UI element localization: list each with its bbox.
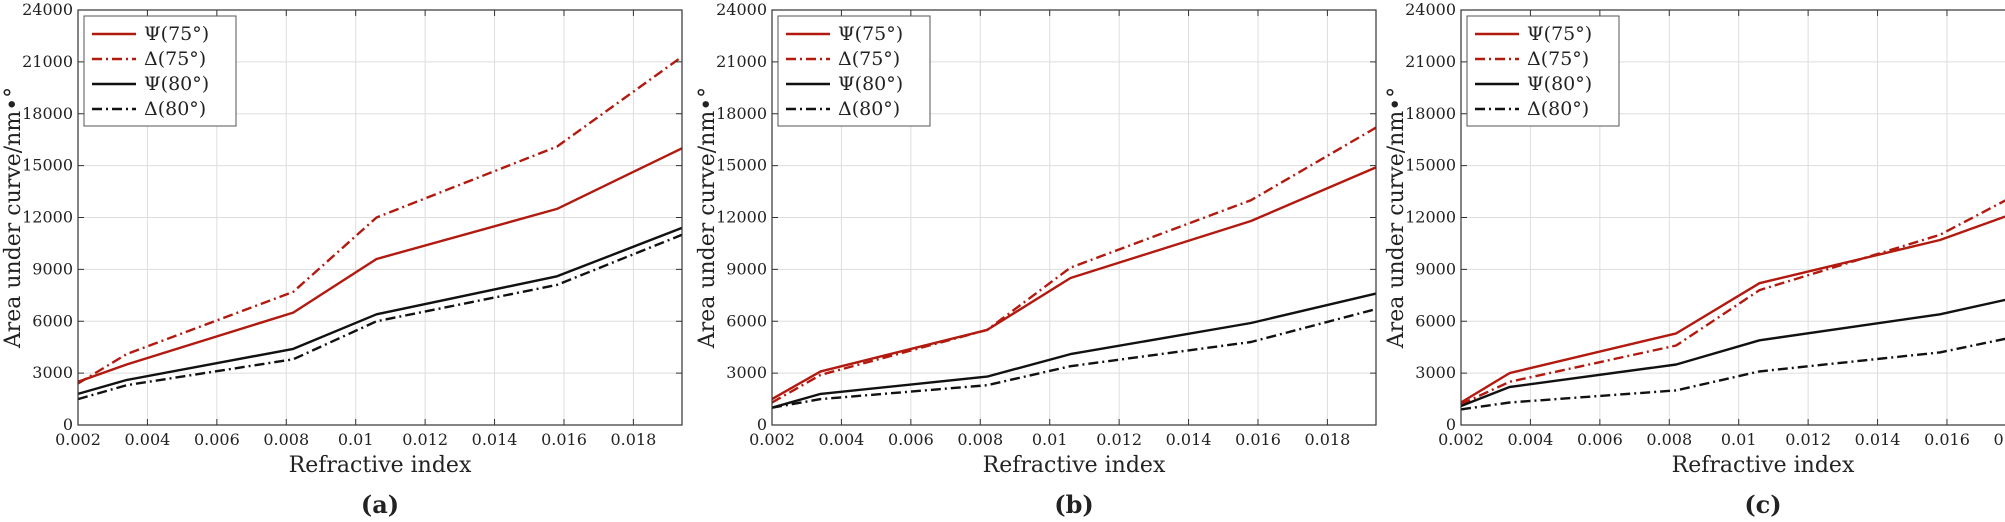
- series-line-3: [77, 226, 683, 396]
- y-tick-label: 0: [757, 415, 767, 434]
- y-tick-label: 6000: [726, 311, 767, 330]
- x-tick-label: 0.006: [1577, 430, 1623, 449]
- grid: [1461, 10, 2005, 425]
- x-tick-label: 0.014: [472, 430, 518, 449]
- y-tick-label: 24000: [716, 0, 767, 19]
- legend-label-1: Ψ(75°): [1527, 23, 1592, 45]
- y-tick-label: 12000: [1405, 208, 1456, 227]
- x-tick-label: 0.002: [1438, 430, 1484, 449]
- chart-panel-2: 0 3000 6000 9000 12000 15000 18000 21000 24000 0.…: [695, 0, 1377, 519]
- legend-label-2: Δ(75°): [838, 48, 900, 70]
- x-tick-label: 0.01: [1721, 430, 1757, 449]
- y-tick-label: 18000: [22, 104, 73, 123]
- x-tick-label: 0.012: [1785, 430, 1831, 449]
- series-line-2: [77, 55, 683, 385]
- panel-label: (c): [1744, 490, 1781, 519]
- series-line-4: [771, 307, 1377, 409]
- legend-label-4: Δ(80°): [838, 98, 900, 120]
- x-tick-label: 0.01: [338, 430, 374, 449]
- x-tick-label: 0.006: [194, 430, 240, 449]
- y-axis-label: Area under curve/nm•°: [1384, 87, 1409, 349]
- y-tick-label: 15000: [716, 156, 767, 175]
- x-tick-label: 0.018: [1304, 430, 1350, 449]
- y-tick-label: 18000: [1405, 104, 1456, 123]
- y-tick-label: 21000: [22, 52, 73, 71]
- y-tick-label: 24000: [22, 0, 73, 19]
- panel-label: (b): [1054, 490, 1094, 519]
- y-tick-label: 18000: [716, 104, 767, 123]
- y-tick-label: 0: [1446, 415, 1456, 434]
- legend-box: [777, 15, 931, 127]
- y-tick-label: 6000: [1415, 311, 1456, 330]
- legend-label-3: Ψ(80°): [1527, 73, 1592, 95]
- legend-label-1: Ψ(75°): [838, 23, 903, 45]
- y-tick-label: 21000: [1405, 52, 1456, 71]
- legend-label-4: Δ(80°): [144, 98, 206, 120]
- legend: Ψ(75°) Δ(75°) Ψ(80°) Δ(80°): [777, 15, 931, 127]
- x-tick-label: 0.014: [1855, 430, 1901, 449]
- x-tick-label: 0.018: [1993, 430, 2005, 449]
- legend: Ψ(75°) Δ(75°) Ψ(80°) Δ(80°): [83, 15, 237, 127]
- y-tick-label: 12000: [22, 208, 73, 227]
- chart-panel-1: 0 3000 6000 9000 12000 15000 18000 21000 24000 0.…: [1, 0, 683, 519]
- y-tick-label: 9000: [1415, 259, 1456, 278]
- y-tick-label: 3000: [1415, 363, 1456, 382]
- y-tick-label: 15000: [1405, 156, 1456, 175]
- x-tick-label: 0.008: [1646, 430, 1692, 449]
- y-axis-label: Area under curve/nm•°: [695, 87, 720, 349]
- x-tick-label: 0.016: [1235, 430, 1281, 449]
- x-tick-label: 0.012: [402, 430, 448, 449]
- x-tick-label: 0.004: [125, 430, 171, 449]
- x-axis-label: Refractive index: [289, 453, 472, 478]
- legend-label-4: Δ(80°): [1527, 98, 1589, 120]
- y-tick-label: 0: [63, 415, 73, 434]
- x-tick-label: 0.004: [819, 430, 865, 449]
- series-line-4: [1460, 337, 2005, 411]
- panel-label: (a): [361, 490, 399, 519]
- series-line-4: [77, 233, 683, 401]
- x-tick-label: 0.016: [1924, 430, 1970, 449]
- y-tick-label: 9000: [726, 259, 767, 278]
- x-tick-label: 0.018: [610, 430, 656, 449]
- legend: Ψ(75°) Δ(75°) Ψ(80°) Δ(80°): [1466, 15, 1620, 127]
- series-line-3: [1460, 298, 2005, 408]
- legend-label-3: Ψ(80°): [838, 73, 903, 95]
- series-line-1: [77, 147, 683, 383]
- y-tick-label: 24000: [1405, 0, 1456, 19]
- x-tick-label: 0.002: [55, 430, 101, 449]
- y-tick-label: 9000: [32, 259, 73, 278]
- y-tick-label: 15000: [22, 156, 73, 175]
- legend-label-1: Ψ(75°): [144, 23, 209, 45]
- x-tick-label: 0.002: [749, 430, 795, 449]
- x-tick-label: 0.004: [1508, 430, 1554, 449]
- y-axis-label: Area under curve/nm•°: [1, 87, 26, 349]
- legend-label-2: Δ(75°): [1527, 48, 1589, 70]
- x-tick-label: 0.016: [541, 430, 587, 449]
- x-tick-label: 0.01: [1032, 430, 1068, 449]
- series-line-1: [771, 166, 1377, 401]
- series-line-2: [1460, 199, 2005, 406]
- y-tick-label: 21000: [716, 52, 767, 71]
- series-line-2: [771, 126, 1377, 404]
- x-tick-label: 0.006: [888, 430, 934, 449]
- legend-label-3: Ψ(80°): [144, 73, 209, 95]
- series-line-3: [771, 292, 1377, 409]
- y-tick-label: 3000: [726, 363, 767, 382]
- series-line-1: [1460, 215, 2005, 404]
- x-axis-label: Refractive index: [1672, 453, 1855, 478]
- x-tick-label: 0.008: [957, 430, 1003, 449]
- x-tick-label: 0.008: [263, 430, 309, 449]
- x-tick-label: 0.014: [1166, 430, 1212, 449]
- legend-label-2: Δ(75°): [144, 48, 206, 70]
- y-tick-label: 3000: [32, 363, 73, 382]
- y-tick-label: 6000: [32, 311, 73, 330]
- y-tick-label: 12000: [716, 208, 767, 227]
- chart-panel-3: 0 3000 6000 9000 12000 15000 18000 21000 24000 0.…: [1384, 0, 2005, 519]
- x-axis-label: Refractive index: [983, 453, 1166, 478]
- x-tick-label: 0.012: [1096, 430, 1142, 449]
